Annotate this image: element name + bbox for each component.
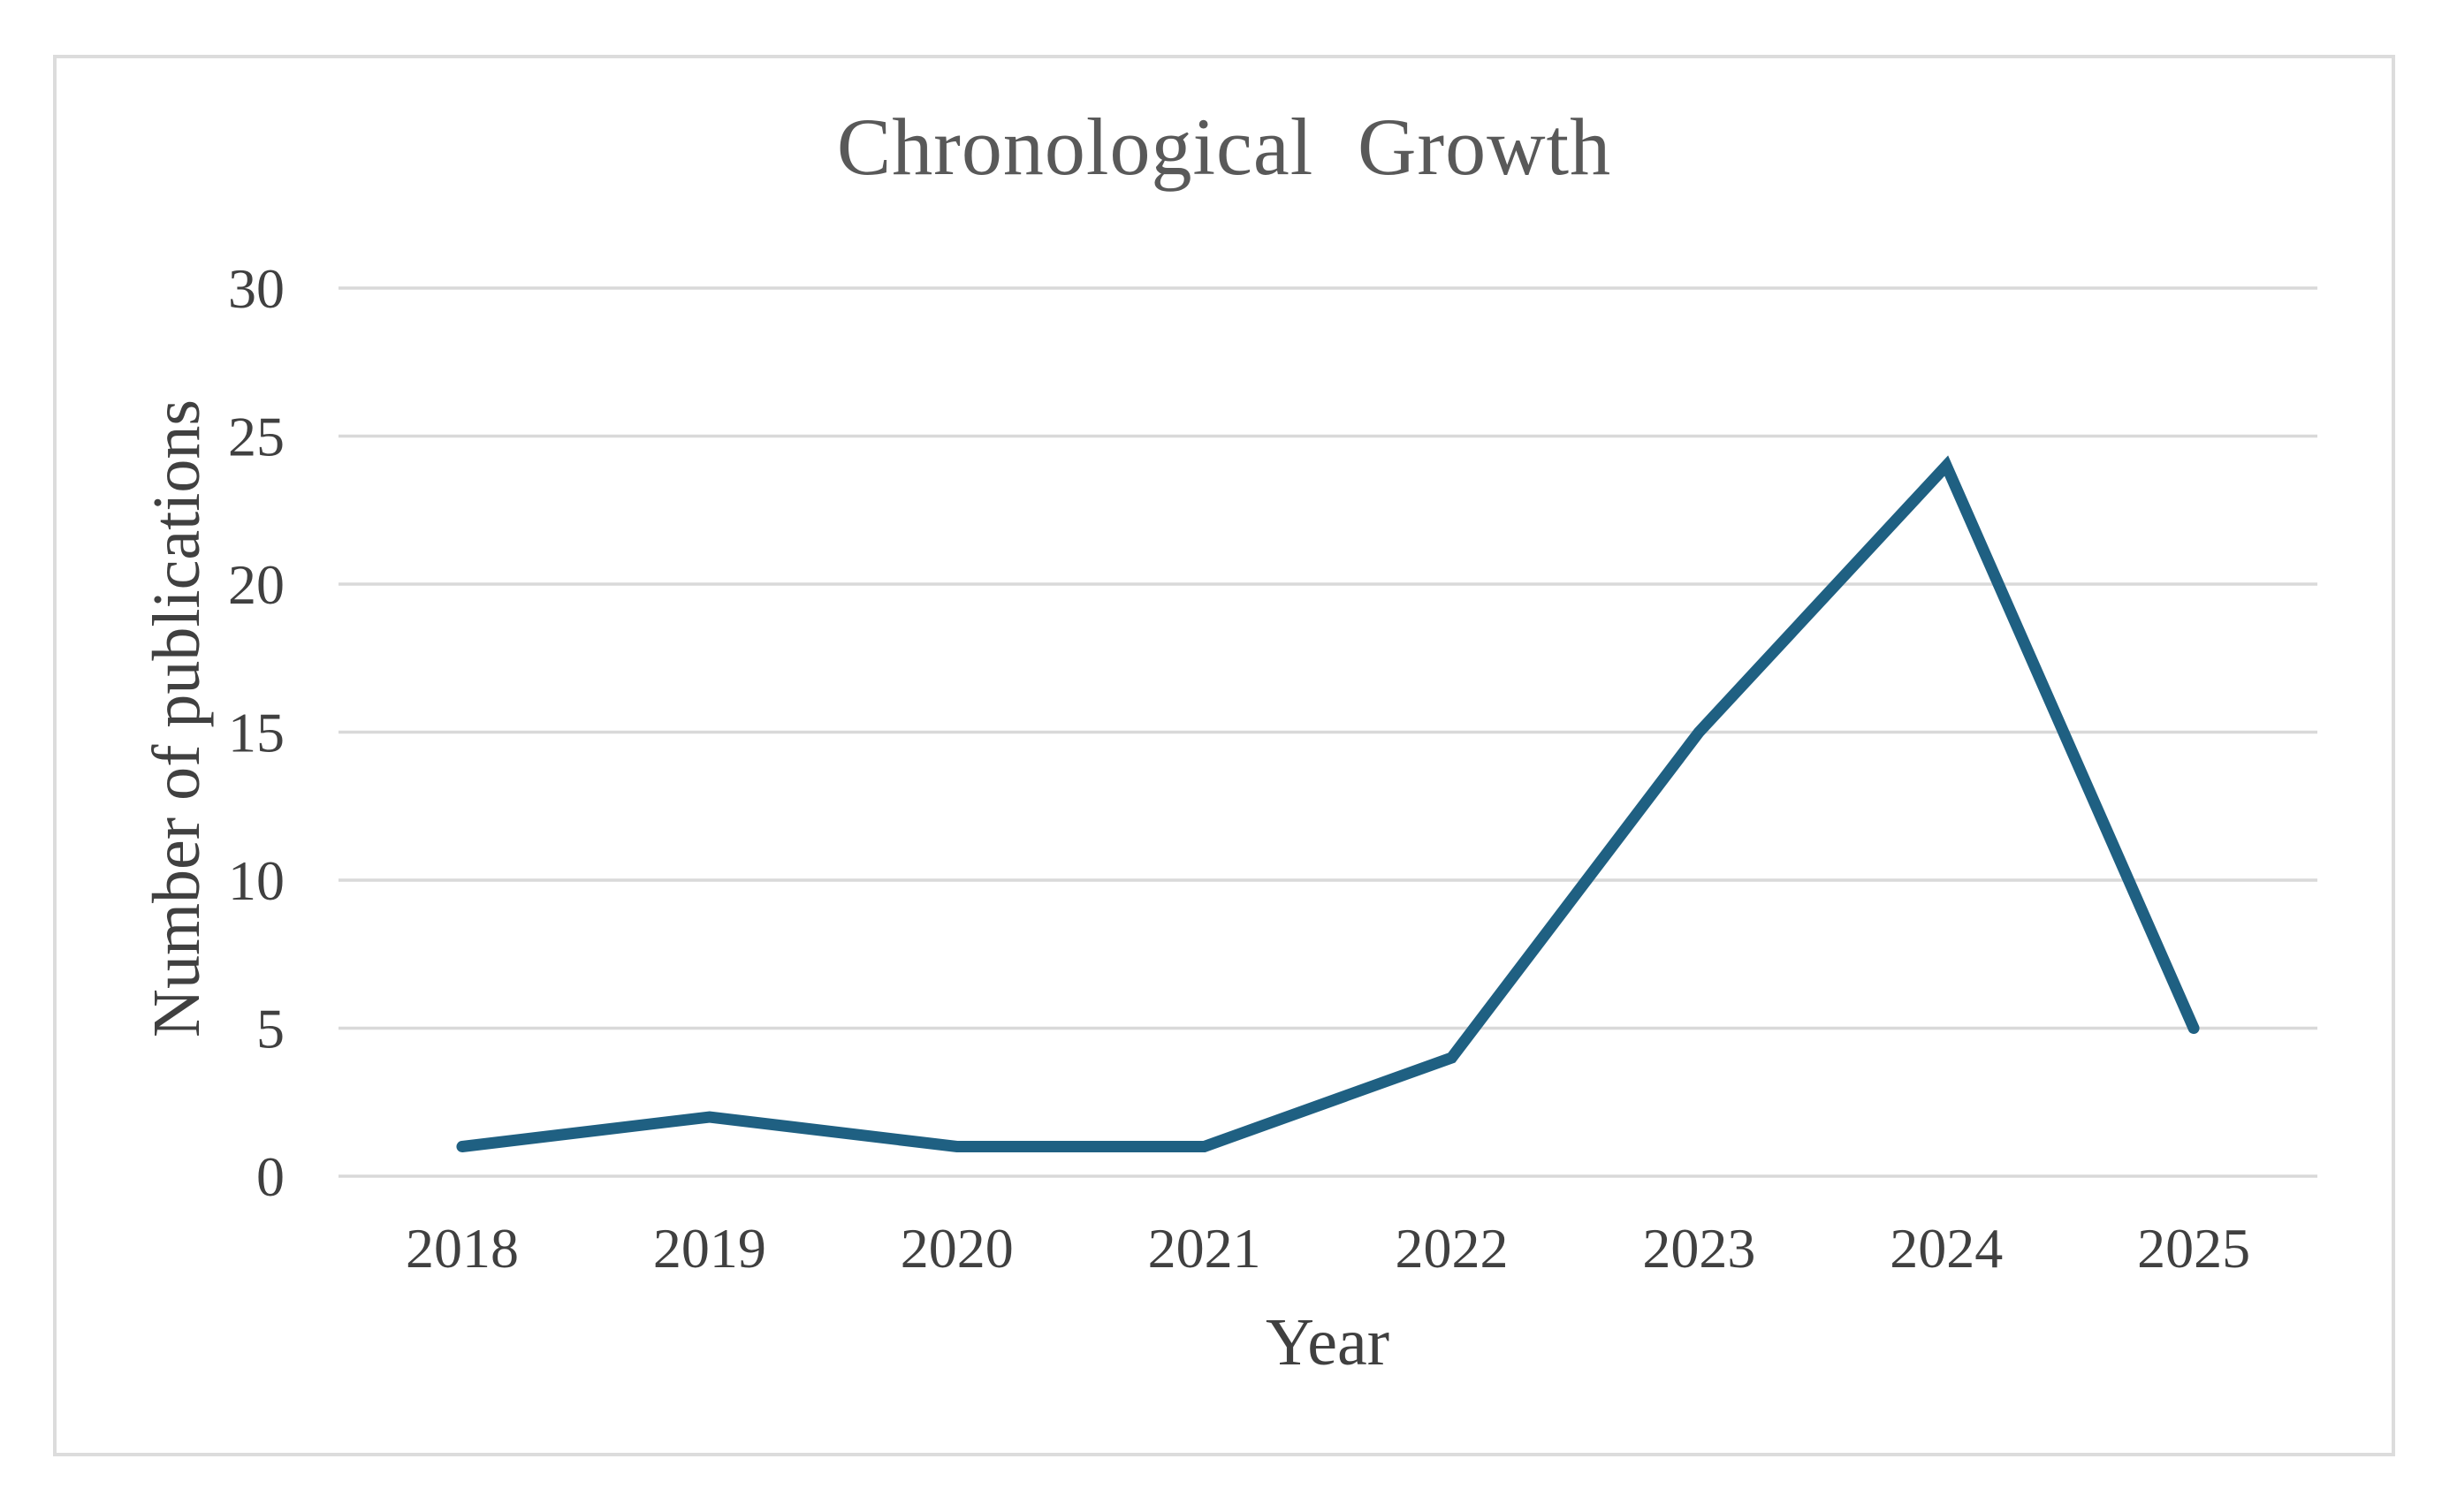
y-tick-label: 10 — [228, 849, 285, 912]
y-tick-label: 5 — [256, 998, 285, 1060]
x-tick-label: 2025 — [2137, 1217, 2250, 1280]
chart-title: Chronological Growth — [836, 102, 1612, 192]
y-tick-label: 15 — [228, 702, 285, 764]
x-axis-title: Year — [1265, 1305, 1390, 1379]
x-tick-label: 2023 — [1642, 1217, 1755, 1280]
y-axis-title: Number of publications — [140, 399, 214, 1037]
y-tick-label: 0 — [256, 1145, 285, 1208]
x-tick-label: 2021 — [1148, 1217, 1261, 1280]
x-tick-label: 2019 — [653, 1217, 766, 1280]
x-tick-label: 2020 — [901, 1217, 1014, 1280]
y-tick-label: 20 — [228, 553, 285, 616]
x-tick-label: 2022 — [1395, 1217, 1508, 1280]
x-tick-label: 2018 — [406, 1217, 519, 1280]
data-line-series — [456, 455, 2200, 1152]
y-tick-label: 30 — [228, 257, 285, 320]
y-tick-label: 25 — [228, 406, 285, 468]
x-tick-label: 2024 — [1890, 1217, 2003, 1280]
